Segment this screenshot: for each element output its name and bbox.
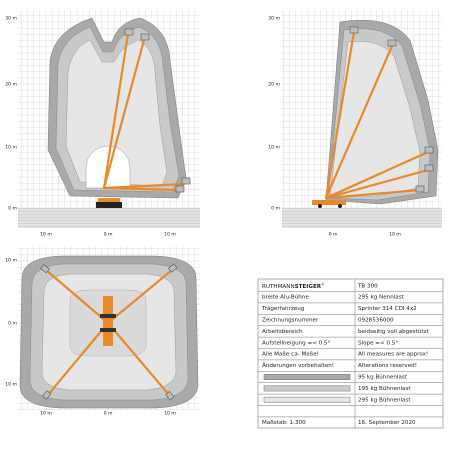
legend-label: 195 kg Bühnenlast <box>358 386 411 392</box>
table-cell: Änderungen vorbehalten! <box>262 362 334 369</box>
table-cell: Arbeitsbereich <box>262 329 303 335</box>
axis-label: 10 m <box>40 232 52 238</box>
outrigger <box>100 314 116 318</box>
basket <box>165 390 175 401</box>
vehicle <box>98 198 120 202</box>
boom <box>106 321 172 398</box>
basket <box>167 263 178 273</box>
ground <box>282 208 442 228</box>
axis-label: 10 m <box>164 411 176 417</box>
axis-label: 0 m <box>104 232 113 238</box>
axis-label: 10 m <box>5 382 17 388</box>
brand-bold: STEIGER <box>295 284 322 290</box>
basket <box>349 26 359 34</box>
outrigger <box>100 328 116 332</box>
axis-label: 30 m <box>268 16 280 22</box>
axis-label: 0 m <box>8 206 17 212</box>
boom <box>106 268 174 325</box>
legend-label: 295 kg Bühnenlast <box>358 397 411 403</box>
legend-swatch <box>263 385 351 392</box>
basket <box>42 390 52 400</box>
table-cell: All measures are approx! <box>358 352 428 358</box>
boom <box>102 32 130 190</box>
basket <box>124 28 134 36</box>
title-block: RUTHMANNSTEIGER® TB 300 breite Alu-Bühne… <box>257 278 444 429</box>
basket <box>424 146 434 154</box>
table-cell: Trägerfahrzeug <box>261 306 305 312</box>
wheel <box>318 204 322 208</box>
brand-name: RUTHMANN <box>262 284 295 290</box>
boom <box>102 38 146 190</box>
basket <box>40 264 50 274</box>
boom <box>44 268 110 325</box>
axis-label: 0 m <box>329 232 338 238</box>
table-cell: Aufstellneigung =< 0.5° <box>262 340 331 346</box>
basket <box>415 185 425 193</box>
axis-label: 0 m <box>104 411 113 417</box>
brand-mark: ® <box>321 283 325 287</box>
boom <box>102 186 180 192</box>
axis-label: 10 m <box>389 232 401 238</box>
table-cell: Zeichnungsnummer <box>262 318 319 324</box>
boom <box>324 188 422 200</box>
table-cell: beidseitig voll abgestützt <box>358 329 429 335</box>
vehicle <box>312 200 346 205</box>
side-view: 30 m 20 m 10 m 0 m 10 m 0 m 10 m <box>5 16 200 238</box>
legend-swatch <box>263 374 351 380</box>
axis-label: 30 m <box>5 16 17 22</box>
table-cell: Slope =< 0.5° <box>358 340 398 346</box>
legend-swatch <box>263 396 351 403</box>
axis-label: 0 m <box>271 206 280 212</box>
table-cell: breite Alu-Bühne <box>262 295 309 301</box>
wheel <box>338 204 342 208</box>
table-cell: 0928536000 <box>358 318 394 324</box>
scale: Maßstab: 1:300 <box>262 420 306 426</box>
top-view: 10 m 0 m 10 m 10 m 0 m 10 m <box>5 255 199 417</box>
axis-label: 10 m <box>5 258 17 264</box>
table-cell: Sprinter 314 CDI 4x2 <box>358 306 417 312</box>
axis-label: 20 m <box>5 82 17 88</box>
legend-label: 95 kg Bühnenlast <box>358 375 408 381</box>
date: 16. September 2020 <box>358 420 416 426</box>
basket <box>140 33 150 41</box>
axis-label: 10 m <box>5 145 17 151</box>
boom <box>324 30 356 200</box>
table-cell: 295 kg Nennlast <box>358 295 405 301</box>
ground <box>18 208 200 228</box>
basket <box>181 177 191 185</box>
basket <box>175 185 185 193</box>
axis-label: 20 m <box>268 82 280 88</box>
basket <box>424 164 434 172</box>
rear-view: 30 m 20 m 10 m 0 m 0 m 10 m <box>268 16 442 238</box>
axis-label: 10 m <box>268 145 280 151</box>
brand: RUTHMANNSTEIGER® <box>262 283 325 290</box>
axis-label: 10 m <box>164 232 176 238</box>
vehicle-frame <box>96 202 122 208</box>
vehicle <box>103 296 113 346</box>
boom <box>324 168 430 200</box>
table-cell: Alle Maße ca- Maße! <box>262 352 319 358</box>
table-cell: Alterations reserved! <box>358 363 417 369</box>
boom <box>324 44 394 200</box>
boom <box>45 321 110 398</box>
axis-label: 0 m <box>8 321 17 327</box>
boom <box>324 150 430 200</box>
model: TB 300 <box>357 284 378 290</box>
axis-label: 10 m <box>40 411 52 417</box>
table-frame <box>257 278 444 429</box>
basket <box>387 39 397 47</box>
